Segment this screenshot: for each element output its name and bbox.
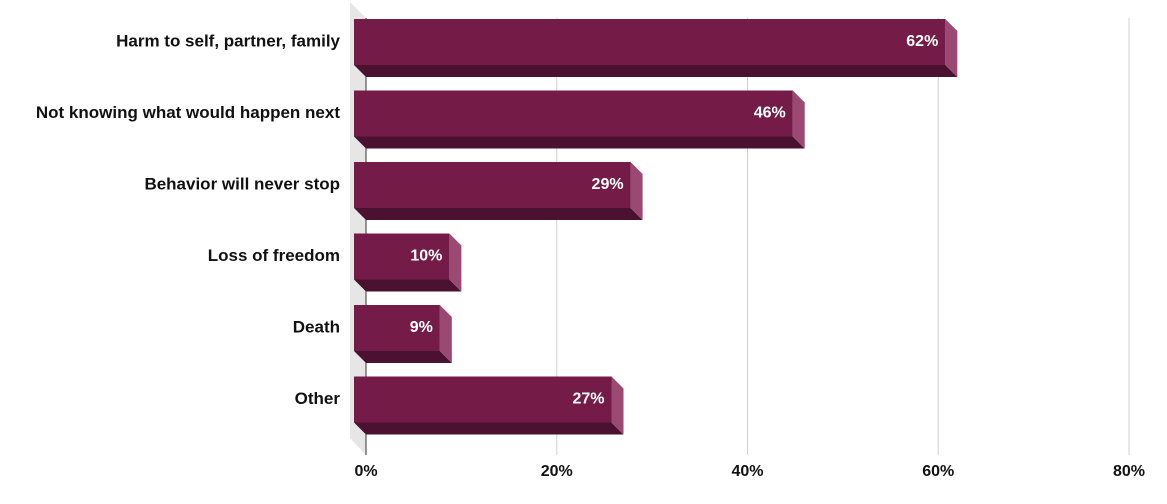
bar bbox=[354, 19, 946, 65]
value-label: 29% bbox=[592, 176, 624, 193]
bar bbox=[354, 90, 793, 137]
bar-bottom-face bbox=[354, 208, 643, 220]
x-tick-label: 80% bbox=[1113, 463, 1145, 480]
bar bbox=[354, 376, 612, 423]
x-tick-label: 60% bbox=[922, 463, 954, 480]
bar-bottom-face bbox=[354, 279, 462, 292]
value-label: 46% bbox=[754, 105, 786, 122]
y-tick-label: Harm to self, partner, family bbox=[116, 31, 340, 50]
y-tick-label: Behavior will never stop bbox=[144, 174, 340, 193]
bar-side-face bbox=[630, 162, 643, 220]
y-tick-label: Other bbox=[295, 389, 341, 408]
bar-side-face bbox=[439, 305, 452, 363]
bar-bottom-face bbox=[354, 136, 805, 149]
bar bbox=[354, 162, 631, 208]
bar-bottom-face bbox=[354, 351, 452, 363]
bar-bottom-face bbox=[354, 65, 958, 77]
bar-side-face bbox=[792, 90, 805, 149]
bar-side-face bbox=[449, 233, 462, 292]
bar-side-face bbox=[945, 19, 958, 77]
y-tick-label: Loss of freedom bbox=[208, 246, 340, 265]
y-tick-label: Not knowing what would happen next bbox=[36, 103, 340, 122]
value-label: 9% bbox=[410, 319, 433, 336]
value-label: 62% bbox=[906, 33, 938, 50]
y-tick-label: Death bbox=[293, 317, 340, 336]
bar-bottom-face bbox=[354, 422, 624, 435]
bar bbox=[354, 305, 440, 351]
bar-side-face bbox=[611, 376, 624, 435]
x-tick-label: 0% bbox=[354, 463, 377, 480]
value-label: 10% bbox=[410, 248, 442, 265]
x-tick-label: 20% bbox=[541, 463, 573, 480]
bar bbox=[354, 233, 450, 280]
value-label: 27% bbox=[572, 391, 604, 408]
x-tick-label: 40% bbox=[731, 463, 763, 480]
